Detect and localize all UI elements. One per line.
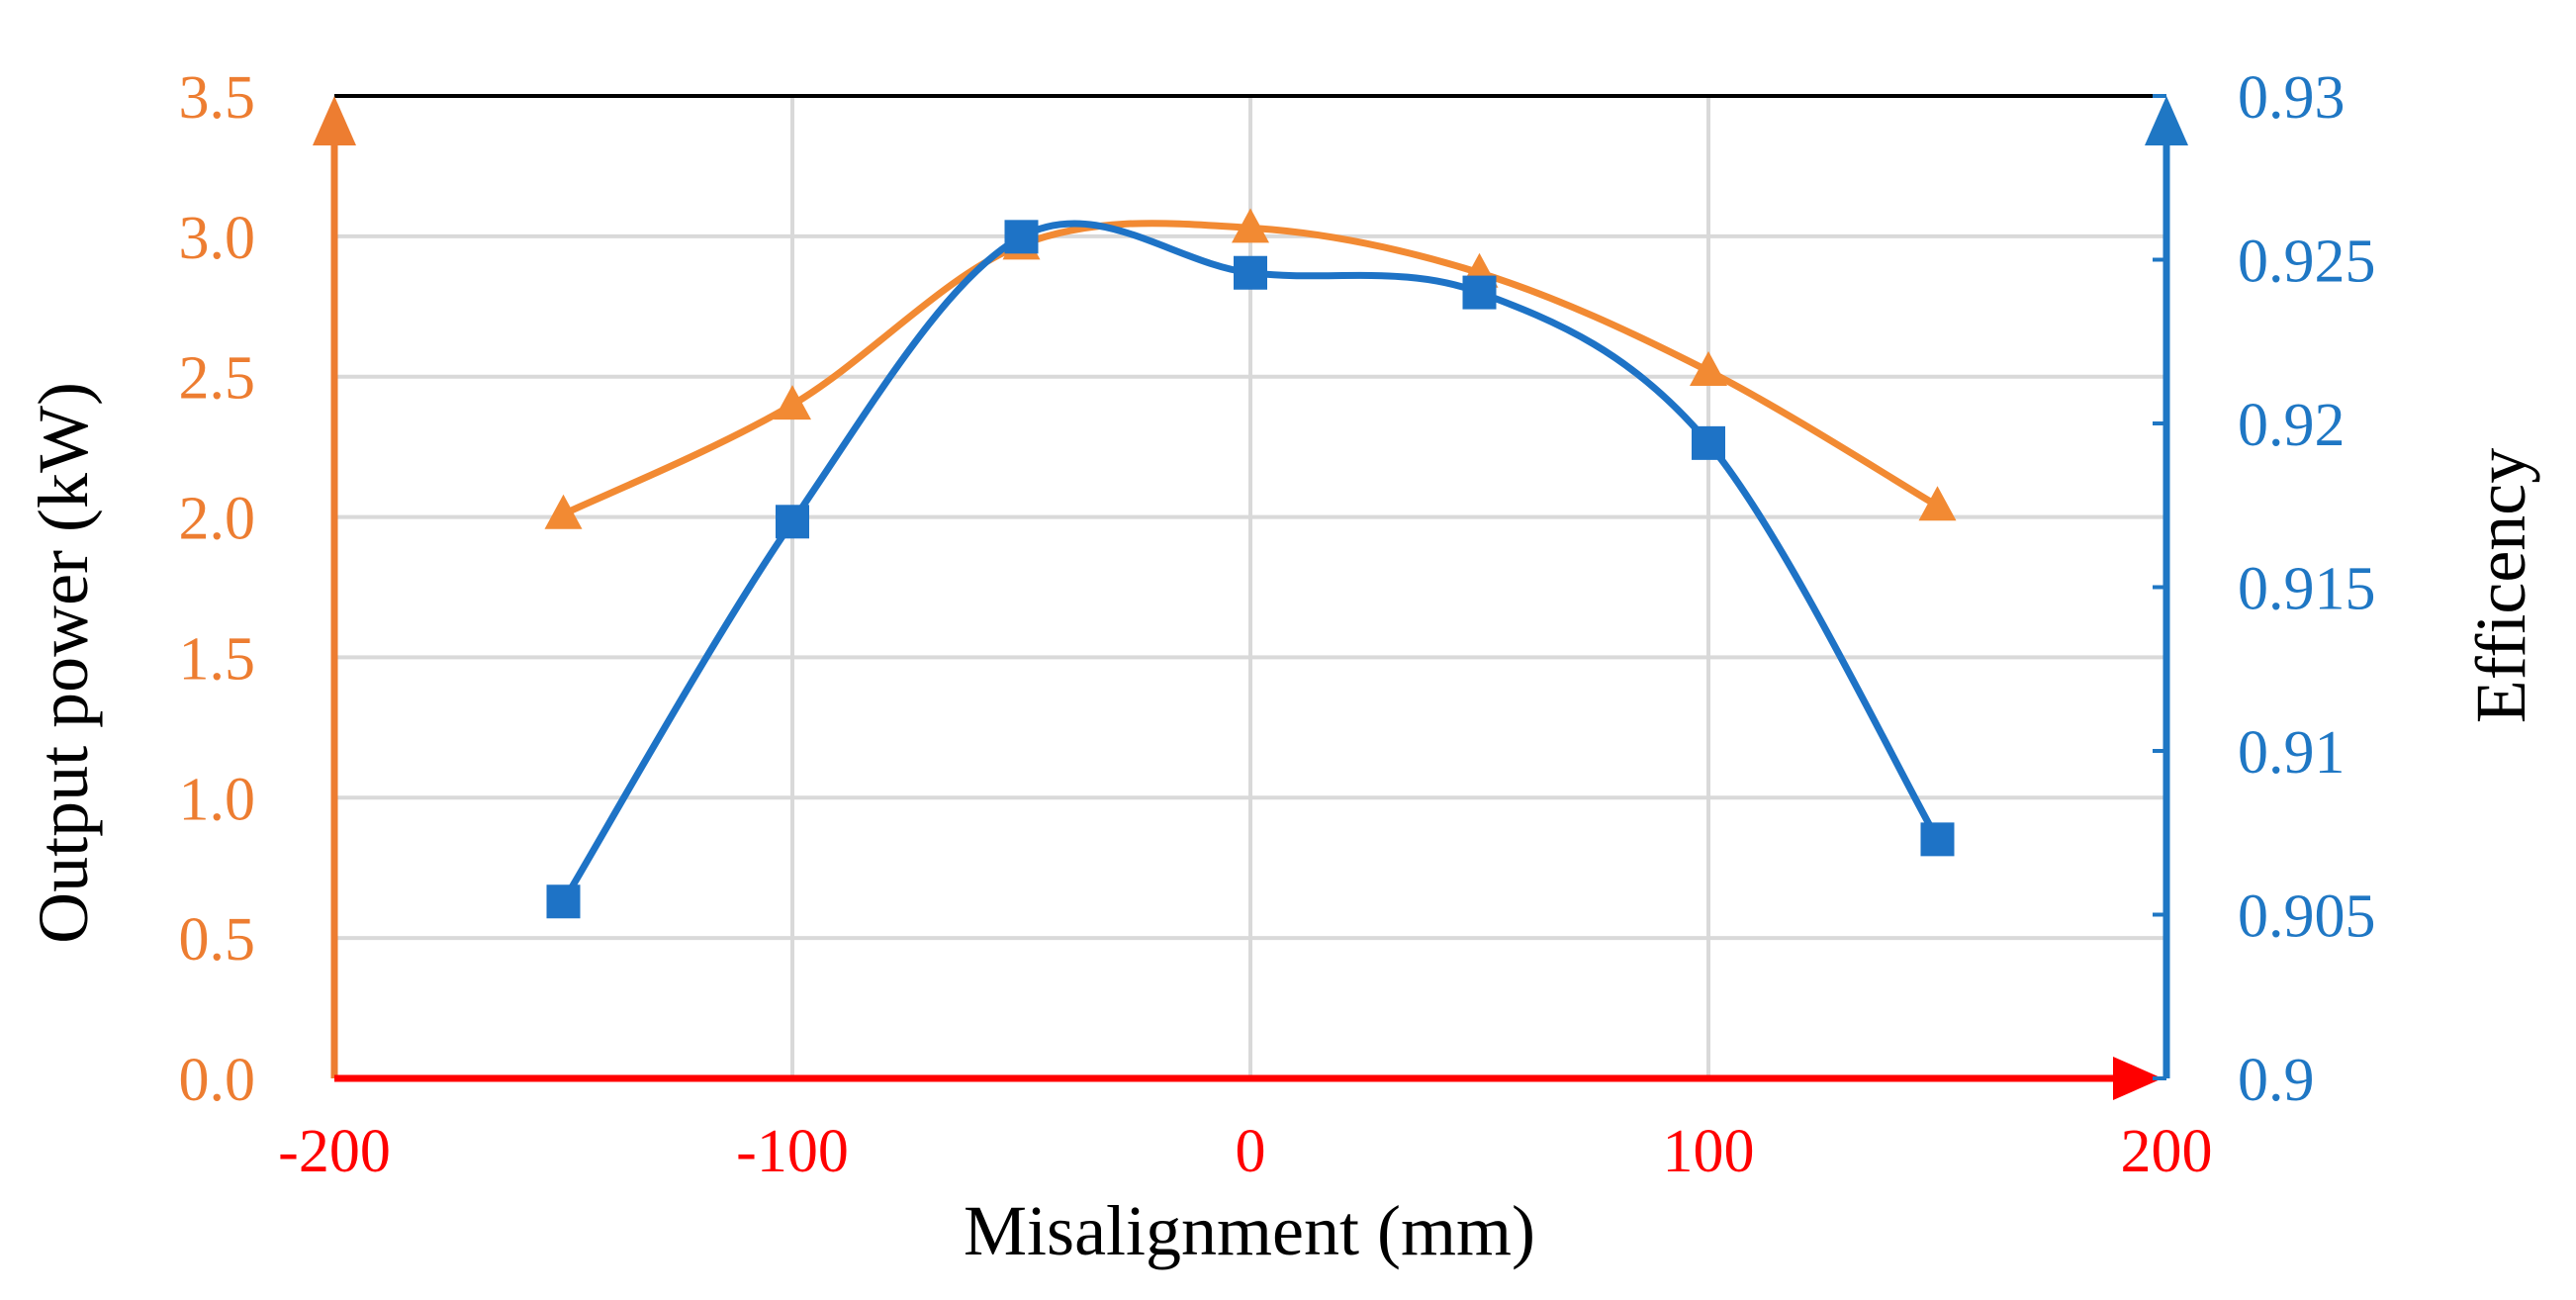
data-point-square [776,505,809,539]
x-tick-label: -200 [278,1118,391,1185]
data-point-square [546,884,581,919]
left-axis-arrow-icon [313,96,356,145]
data-point-triangle [774,385,811,420]
tick-labels: 0.0 0.5 1.0 1.5 2.0 2.5 3.0 3.5 0.9 0.905 0.91 0.91… [179,64,2376,1185]
data-point-triangle [1918,486,1957,521]
data-point-square [1234,255,1267,290]
y-left-tick-label: 1.0 [179,766,256,833]
data-point-square [1462,275,1497,310]
y-right-tick-label: 0.92 [2238,392,2346,459]
data-point-triangle [1232,208,1269,243]
y-right-tick-label: 0.925 [2238,229,2376,296]
grid-lines [334,96,2166,1078]
y-left-tick-label: 0.0 [179,1047,256,1114]
x-axis-title: Misalignment (mm) [964,1191,1535,1270]
data-point-triangle [544,494,583,529]
y-right-tick-label: 0.9 [2238,1047,2315,1114]
x-tick-label: 200 [2121,1118,2213,1185]
y-left-tick-label: 1.5 [179,625,256,693]
y-left-tick-label: 3.5 [179,64,256,132]
y-left-tick-label: 2.0 [179,486,256,553]
y-left-tick-label: 0.5 [179,906,256,974]
y-right-tick-label: 0.915 [2238,556,2376,623]
x-axis-arrow-icon [2113,1057,2162,1100]
y-right-tick-label: 0.93 [2238,64,2346,132]
data-point-square [1692,425,1725,460]
data-point-square [1920,822,1955,857]
data-point-square [1004,220,1039,254]
data-point-triangle [1690,351,1727,387]
y-left-tick-label: 2.5 [179,345,256,413]
right-axis-arrow-icon [2145,96,2188,145]
x-tick-label: -100 [736,1118,849,1185]
left-y-axis-title: Output power (kW) [24,382,103,944]
x-tick-label: 100 [1663,1118,1755,1185]
right-y-axis-title: Efficency [2461,448,2540,724]
y-right-tick-label: 0.91 [2238,719,2346,787]
x-tick-label: 0 [1236,1118,1266,1185]
series-layer [544,208,1957,919]
y-left-tick-label: 3.0 [179,205,256,272]
y-right-tick-label: 0.905 [2238,883,2376,951]
